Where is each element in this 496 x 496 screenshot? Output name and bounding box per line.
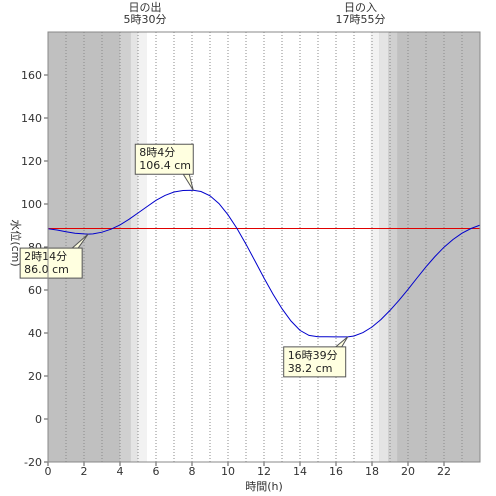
sunrise-time: 5時30分 [124,13,167,26]
y-tick-label: 60 [28,284,42,297]
callout-box [19,247,83,279]
y-tick-label: 140 [21,112,42,125]
y-tick-label: 20 [28,370,42,383]
x-tick-label: 8 [189,465,196,478]
sunset-label: 日の入 [344,1,377,14]
y-tick-label: 0 [35,413,42,426]
y-tick-label: -20 [24,456,42,469]
callout-value: 38.2 cm [288,362,333,375]
callout-time: 2時14分 [24,250,67,263]
x-axis-ticks: 0 2 4 6 8 10 12 14 16 18 20 22 [45,462,451,478]
y-tick-label: 120 [21,155,42,168]
x-tick-label: 6 [153,465,160,478]
y-tick-label: 100 [21,198,42,211]
callout-value: 106.4 cm [139,159,191,172]
x-tick-label: 12 [257,465,271,478]
callout-time: 8時4分 [139,146,175,159]
twilight-band-0 [120,32,131,462]
callout-time: 16時39分 [288,349,338,362]
x-tick-label: 16 [329,465,343,478]
callout-value: 86.0 cm [24,263,69,276]
callout-box [134,143,194,175]
x-tick-label: 4 [117,465,124,478]
x-tick-label: 14 [293,465,307,478]
y-tick-label: 40 [28,327,42,340]
series-line-0 [47,189,481,338]
x-axis-label: 時間(h) [245,480,283,493]
day-night-bands [48,32,480,462]
x-tick-label: 20 [401,465,415,478]
y-axis-label: 水位(cm) [9,219,23,266]
plot-frame [47,31,481,463]
x-tick-label: 18 [365,465,379,478]
x-tick-label: 2 [81,465,88,478]
sun-labels: 日の出 5時30分 日の入 17時55分 [124,0,386,26]
twilight-band-5 [388,32,398,462]
x-tick-label: 0 [45,465,52,478]
sunset-time: 17時55分 [336,13,386,26]
day-band [147,32,371,462]
y-tick-label: 160 [21,69,42,82]
twilight-band-4 [379,32,389,462]
series-group [47,189,481,338]
twilight-band-1 [130,32,138,462]
twilight-band-3 [370,32,380,462]
twilight-band-2 [138,32,147,462]
x-tick-label: 10 [221,465,235,478]
sunrise-label: 日の出 [129,0,162,14]
x-tick-label: 22 [437,465,451,478]
callout-box [283,346,347,378]
